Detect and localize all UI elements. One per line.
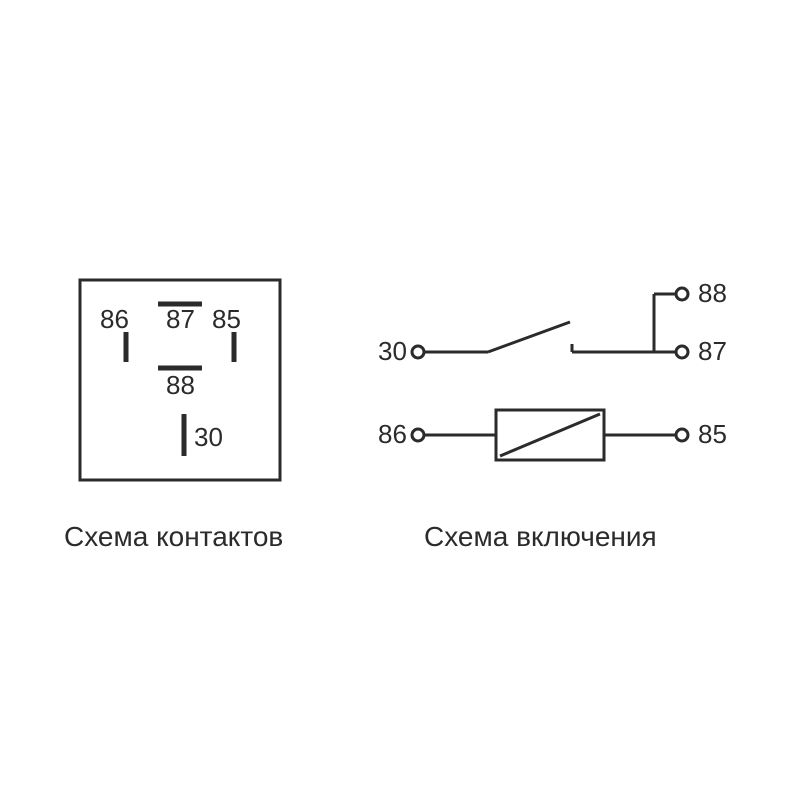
left-caption: Схема контактов: [64, 521, 283, 552]
terminal-88: [676, 288, 688, 300]
pin-86-label: 86: [100, 304, 129, 334]
terminal-86: [412, 429, 424, 441]
terminal-30: [412, 346, 424, 358]
terminal-88-label: 88: [698, 278, 727, 308]
right-caption: Схема включения: [424, 521, 657, 552]
contact-layout-diagram: 86 87 85 88 30: [80, 280, 280, 480]
terminal-86-label: 86: [378, 419, 407, 449]
terminal-87: [676, 346, 688, 358]
switch-arm: [488, 322, 570, 352]
wiring-schematic: 30 86 88 87 85: [378, 278, 727, 460]
pin-30-label: 30: [194, 422, 223, 452]
pin-87-label: 87: [166, 304, 195, 334]
terminal-85-label: 85: [698, 419, 727, 449]
coil-diagonal: [500, 414, 600, 456]
terminal-87-label: 87: [698, 336, 727, 366]
pin-85-label: 85: [212, 304, 241, 334]
terminal-30-label: 30: [378, 336, 407, 366]
terminal-85: [676, 429, 688, 441]
pin-88-label: 88: [166, 370, 195, 400]
diagram-canvas: 86 87 85 88 30 3: [0, 0, 800, 800]
